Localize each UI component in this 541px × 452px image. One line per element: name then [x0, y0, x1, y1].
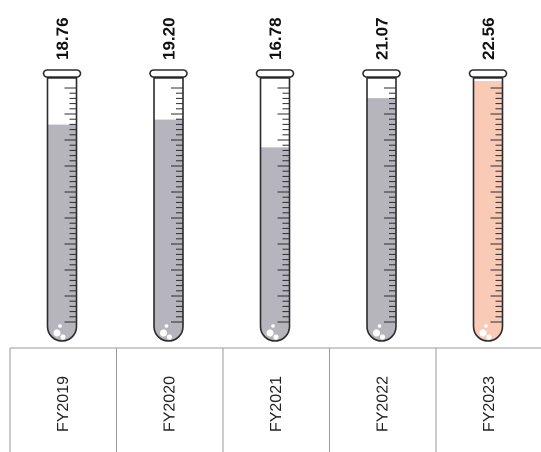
bubble-small — [486, 334, 492, 340]
tube-outline — [472, 77, 504, 342]
tube-outline — [366, 77, 397, 342]
bubble-small — [273, 334, 279, 340]
bubble-large — [159, 329, 168, 337]
bubble-tiny — [484, 324, 488, 328]
bubble-tiny — [164, 324, 169, 328]
bubble-small — [60, 334, 66, 340]
test-tube-icon — [149, 69, 188, 342]
bubble-small — [379, 334, 386, 340]
tube-outline — [46, 77, 78, 342]
bubble-large — [479, 329, 487, 337]
category-label: FY2022 — [375, 376, 392, 432]
bubble-tiny — [271, 324, 275, 328]
bubble-small — [166, 334, 173, 340]
test-tube-icon — [42, 69, 82, 342]
category-label: FY2019 — [55, 376, 72, 432]
bar-fill — [154, 119, 183, 341]
bar-fill — [473, 81, 503, 341]
value-label: 19.20 — [160, 17, 179, 60]
bubble-tiny — [377, 324, 382, 328]
tube-rim — [362, 69, 401, 78]
test-tube-icon — [255, 69, 295, 342]
tube-rim — [42, 69, 82, 78]
value-label: 22.56 — [479, 17, 498, 60]
category-label: FY2023 — [481, 376, 498, 432]
bubble-tiny — [58, 324, 62, 328]
tube-outline — [153, 77, 184, 342]
tube-rim — [255, 69, 295, 78]
tube-rim — [149, 69, 188, 78]
value-label: 21.07 — [373, 17, 392, 60]
bubble-large — [53, 329, 61, 337]
tube-outline — [259, 77, 291, 342]
test-tube-icon — [468, 69, 508, 342]
bubble-large — [372, 329, 381, 337]
value-label: 16.78 — [266, 17, 285, 60]
test-tube-icon — [362, 69, 401, 342]
bar-fill — [367, 98, 396, 341]
tube-rim — [468, 69, 508, 78]
value-label: 18.76 — [53, 17, 72, 60]
category-label: FY2020 — [162, 376, 179, 432]
bubble-large — [266, 329, 274, 337]
category-label: FY2021 — [268, 376, 285, 432]
